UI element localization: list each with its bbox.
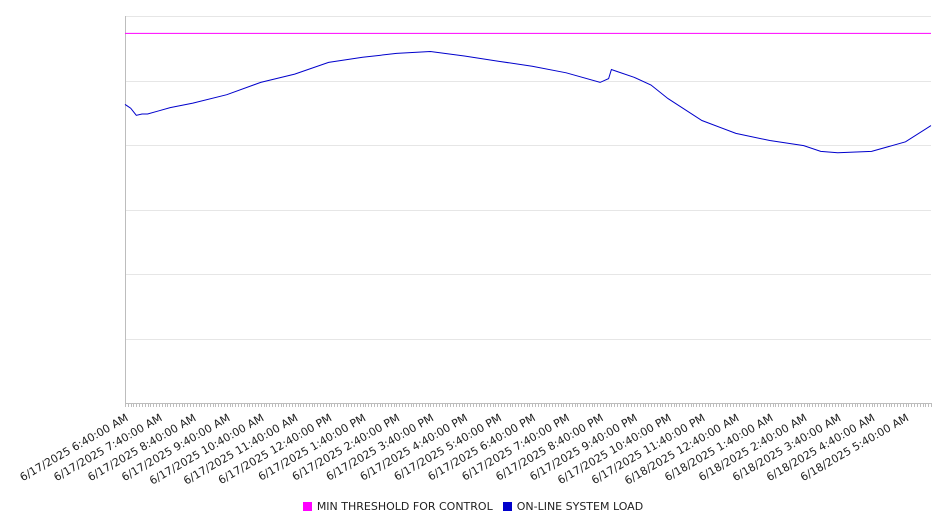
legend-swatch-threshold xyxy=(302,501,312,511)
legend: MIN THRESHOLD FOR CONTROL ON-LINE SYSTEM… xyxy=(0,497,946,515)
legend-label-system-load: ON-LINE SYSTEM LOAD xyxy=(516,499,644,513)
x-tick-labels: 6/17/2025 6:40:00 AM6/17/2025 7:40:00 AM… xyxy=(18,411,911,487)
grid xyxy=(125,16,931,340)
series xyxy=(124,32,932,154)
legend-item-threshold[interactable]: MIN THRESHOLD FOR CONTROL xyxy=(302,499,493,513)
legend-label-threshold: MIN THRESHOLD FOR CONTROL xyxy=(316,499,493,513)
legend-item-system-load[interactable]: ON-LINE SYSTEM LOAD xyxy=(502,499,644,513)
legend-swatch-system-load xyxy=(502,501,512,511)
axes xyxy=(125,16,932,407)
system-load-line xyxy=(124,50,932,154)
